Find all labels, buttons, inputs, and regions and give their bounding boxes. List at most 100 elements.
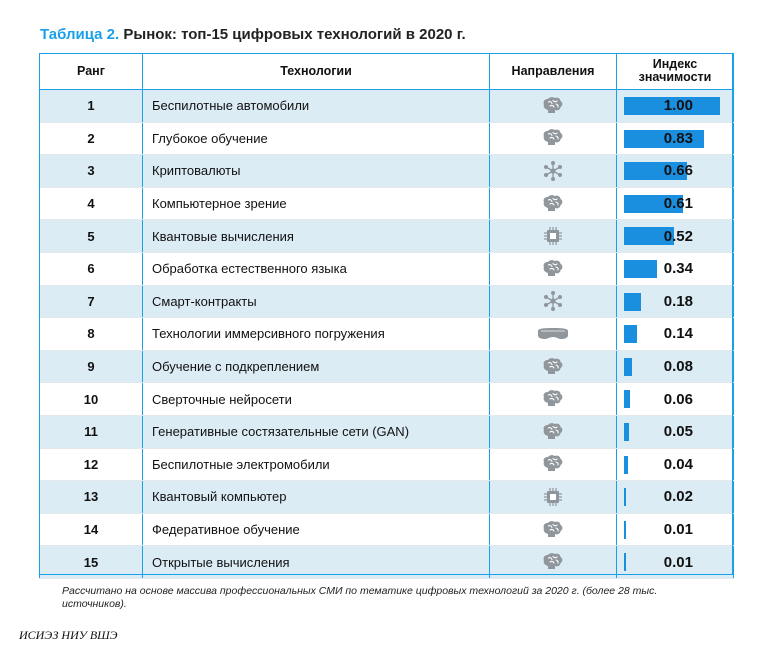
brain-icon: [541, 357, 565, 375]
table-row: 14 Федеративное обучение 0.01: [39, 513, 734, 547]
table-row: 7 Смарт-контракты 0.18: [39, 285, 734, 319]
index-cell: 0.83: [616, 122, 734, 156]
network-icon: [541, 291, 565, 312]
index-value: 0.02: [663, 488, 693, 506]
index-bar: [624, 488, 626, 507]
brain-icon: [541, 390, 565, 407]
index-value: 0.05: [663, 423, 693, 441]
direction-cell: [489, 350, 617, 384]
header-technology: Технологии: [142, 53, 490, 90]
table-row: 13 Квантовый компьютер 0.02: [39, 480, 734, 514]
rank-cell: 10: [39, 382, 143, 416]
chip-icon: [542, 487, 564, 506]
table-row: 4 Компьютерное зрение 0.61: [39, 187, 734, 221]
table-row: 15 Открытые вычисления 0.01: [39, 545, 734, 579]
table-title: Таблица 2. Рынок: топ-15 цифровых технол…: [40, 26, 466, 43]
chip-icon: [542, 227, 564, 246]
index-cell: 0.04: [616, 448, 734, 482]
direction-cell: [489, 154, 617, 188]
index-bar: [624, 553, 626, 572]
footnote: Рассчитано на основе массива профессиона…: [62, 585, 658, 610]
table-header-row: Ранг Технологии Направления Индекс значи…: [39, 53, 734, 90]
table-row: 8 Технологии иммерсивного погружения 0.14: [39, 317, 734, 351]
index-bar: [624, 422, 629, 441]
technology-cell: Генеративные состязательные сети (GAN): [142, 415, 490, 449]
index-value: 0.34: [663, 260, 693, 278]
index-bar: [624, 259, 657, 278]
index-bar: [624, 227, 674, 246]
table-row: 2 Глубокое обучение 0.83: [39, 122, 734, 156]
rank-cell: 12: [39, 448, 143, 482]
index-value: 0.83: [663, 129, 693, 147]
table-row: 1 Беспилотные автомобили 1.00: [39, 89, 734, 123]
technology-cell: Квантовый компьютер: [142, 480, 490, 514]
rank-cell: 15: [39, 545, 143, 579]
index-value: 1.00: [663, 97, 693, 115]
direction-cell: [489, 285, 617, 319]
index-value: 0.14: [663, 325, 693, 343]
table-frame: [39, 53, 733, 575]
direction-cell: [489, 122, 617, 156]
direction-cell: [489, 89, 617, 123]
technology-cell: Открытые вычисления: [142, 545, 490, 579]
technology-cell: Квантовые вычисления: [142, 219, 490, 253]
rank-cell: 1: [39, 89, 143, 123]
index-cell: 0.66: [616, 154, 734, 188]
brain-icon: [541, 520, 565, 538]
technology-cell: Смарт-контракты: [142, 285, 490, 319]
index-cell: 0.18: [616, 285, 734, 319]
index-value: 0.18: [663, 292, 693, 310]
index-value: 0.01: [663, 521, 693, 539]
table-row: 5 Квантовые вычисления 0.52: [39, 219, 734, 253]
table-row: 10 Сверточные нейросети 0.06: [39, 382, 734, 416]
brain-icon: [541, 129, 565, 147]
index-value: 0.01: [663, 553, 693, 571]
direction-cell: [489, 545, 617, 579]
index-bar: [624, 357, 632, 376]
direction-cell: [489, 448, 617, 482]
table-row: 6 Обработка естественного языка 0.34: [39, 252, 734, 286]
rank-cell: 2: [39, 122, 143, 156]
rank-cell: 4: [39, 187, 143, 221]
index-cell: 0.01: [616, 545, 734, 579]
direction-cell: [489, 219, 617, 253]
index-cell: 0.06: [616, 382, 734, 416]
index-cell: 0.05: [616, 415, 734, 449]
rank-cell: 8: [39, 317, 143, 351]
index-cell: 0.02: [616, 480, 734, 514]
technology-cell: Беспилотные автомобили: [142, 89, 490, 123]
header-rank: Ранг: [39, 53, 143, 90]
direction-cell: [489, 187, 617, 221]
index-bar: [624, 292, 642, 311]
technology-cell: Глубокое обучение: [142, 122, 490, 156]
brain-icon: [541, 455, 565, 473]
index-value: 0.66: [663, 162, 693, 180]
index-bar: [624, 97, 720, 115]
direction-cell: [489, 317, 617, 351]
technology-cell: Технологии иммерсивного погружения: [142, 317, 490, 351]
technology-cell: Беспилотные электромобили: [142, 448, 490, 482]
technology-cell: Обработка естественного языка: [142, 252, 490, 286]
rank-cell: 14: [39, 513, 143, 547]
header-index: Индекс значимости: [616, 53, 734, 90]
brain-icon: [541, 553, 565, 570]
table-row: 3 Криптовалюты 0.66: [39, 154, 734, 188]
index-value: 0.08: [663, 358, 693, 376]
rank-cell: 7: [39, 285, 143, 319]
index-value: 0.06: [663, 390, 693, 408]
table-number: Таблица 2.: [40, 26, 120, 43]
tech-ranking-table: Ранг Технологии Направления Индекс значи…: [39, 53, 734, 579]
index-cell: 0.61: [616, 187, 734, 221]
technology-cell: Компьютерное зрение: [142, 187, 490, 221]
index-cell: 1.00: [616, 89, 734, 123]
index-value: 0.61: [663, 195, 693, 213]
source-label: ИСИЭЗ НИУ ВШЭ: [19, 628, 118, 642]
direction-cell: [489, 252, 617, 286]
table-caption: Рынок: топ-15 цифровых технологий в 2020…: [123, 26, 466, 43]
index-bar: [624, 455, 628, 474]
index-bar: [624, 325, 638, 344]
rank-cell: 9: [39, 350, 143, 384]
table-row: 11 Генеративные состязательные сети (GAN)…: [39, 415, 734, 449]
brain-icon: [541, 96, 565, 114]
index-value: 0.52: [663, 227, 693, 245]
